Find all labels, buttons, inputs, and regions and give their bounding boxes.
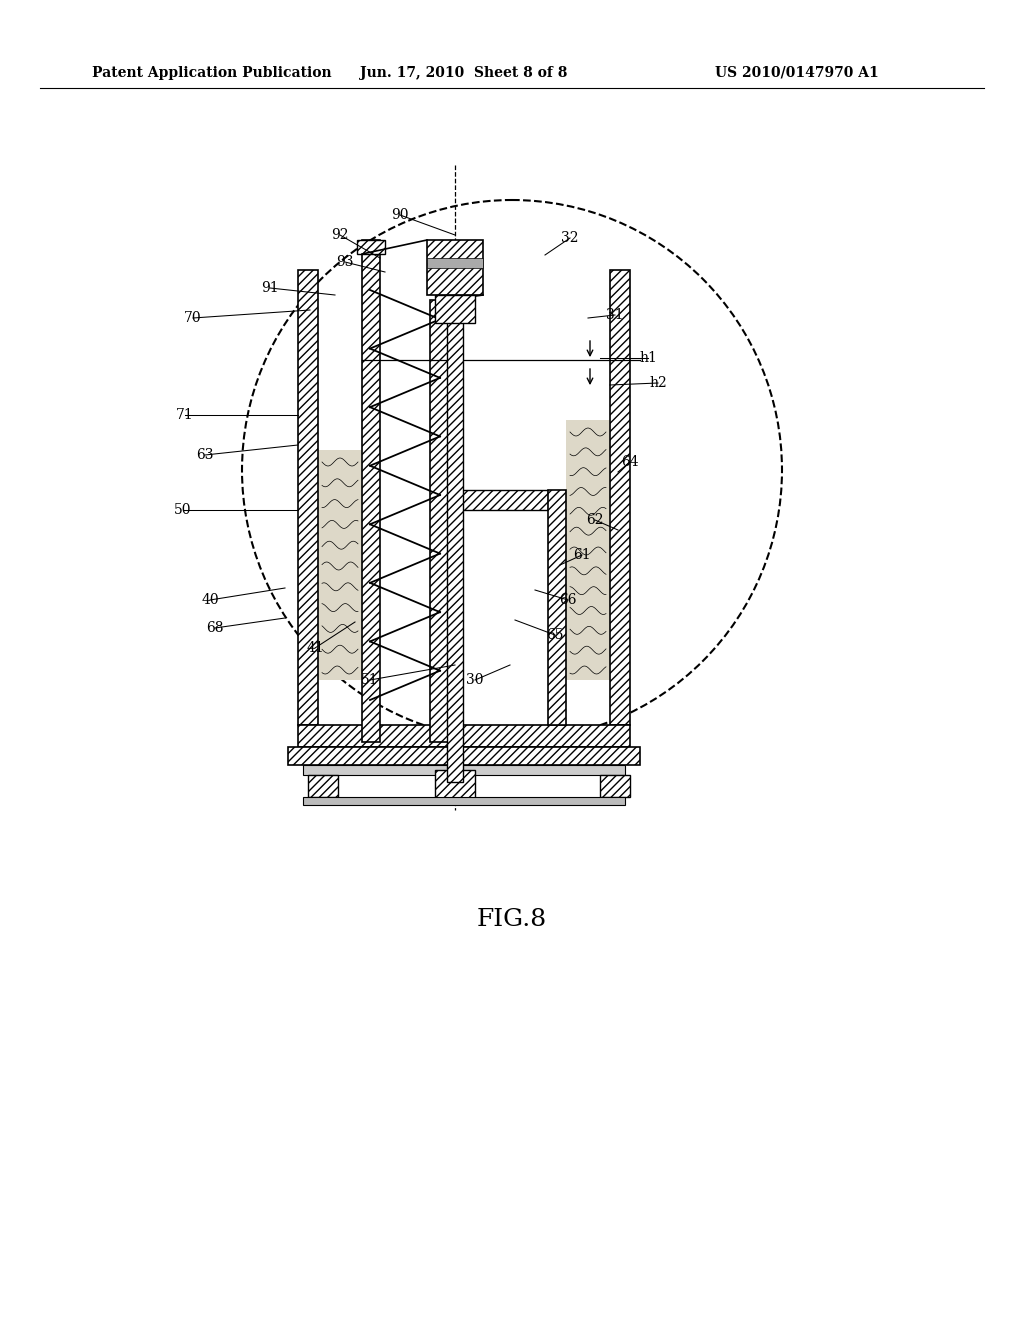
Text: 71: 71	[176, 408, 194, 422]
Text: Jun. 17, 2010  Sheet 8 of 8: Jun. 17, 2010 Sheet 8 of 8	[360, 66, 567, 81]
Bar	[427, 257, 483, 268]
Bar	[548, 490, 566, 725]
Text: 66: 66	[559, 593, 577, 607]
Bar	[318, 450, 362, 680]
Bar	[447, 300, 463, 781]
Text: 65: 65	[546, 628, 564, 642]
Bar	[449, 490, 548, 510]
Bar	[303, 797, 625, 805]
Text: 92: 92	[331, 228, 349, 242]
Text: h2: h2	[649, 376, 667, 389]
Text: 40: 40	[201, 593, 219, 607]
Text: 70: 70	[184, 312, 202, 325]
Text: US 2010/0147970 A1: US 2010/0147970 A1	[715, 66, 879, 81]
Text: h1: h1	[639, 351, 657, 366]
Text: Patent Application Publication: Patent Application Publication	[92, 66, 332, 81]
Bar	[566, 420, 610, 680]
Text: 50: 50	[174, 503, 191, 517]
Bar	[435, 294, 475, 323]
Text: 90: 90	[391, 209, 409, 222]
Text: 31: 31	[606, 308, 624, 322]
Bar	[303, 766, 625, 775]
Bar	[288, 747, 640, 766]
Text: 41: 41	[306, 642, 324, 655]
Text: 61: 61	[573, 548, 591, 562]
Bar	[600, 775, 630, 797]
Bar	[435, 770, 475, 799]
Bar	[308, 775, 338, 797]
Text: 62: 62	[587, 513, 604, 527]
Text: 63: 63	[197, 447, 214, 462]
Bar	[430, 300, 449, 742]
Bar	[610, 271, 630, 725]
Bar	[298, 271, 318, 725]
Text: 30: 30	[466, 673, 483, 686]
Text: 64: 64	[622, 455, 639, 469]
Bar	[427, 240, 483, 294]
Bar	[298, 725, 630, 747]
Text: 91: 91	[261, 281, 279, 294]
Text: 68: 68	[206, 620, 224, 635]
Bar	[357, 240, 385, 253]
Text: 93: 93	[336, 255, 353, 269]
Bar	[362, 240, 380, 742]
Text: 32: 32	[561, 231, 579, 246]
Text: 51: 51	[361, 673, 379, 686]
Text: FIG.8: FIG.8	[477, 908, 547, 932]
